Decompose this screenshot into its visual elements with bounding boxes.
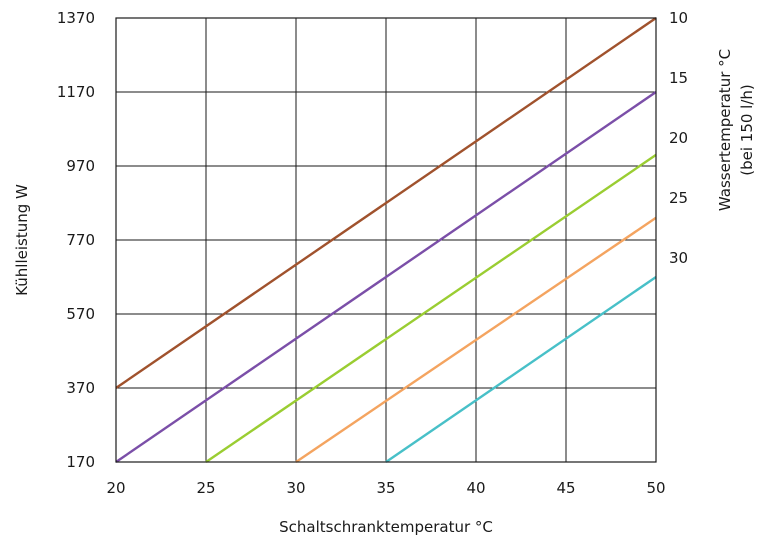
- right-axis-labels: 10 15 20 25 30: [669, 9, 688, 267]
- series-line: [115, 17, 657, 389]
- series-line: [115, 91, 657, 463]
- grid: [115, 17, 657, 463]
- right-axis-title: Wassertemperatur °C: [716, 49, 734, 211]
- y-tick-label: 370: [66, 379, 95, 397]
- x-tick-label: 45: [556, 479, 575, 497]
- water-temp-label: 20: [669, 129, 688, 147]
- x-tick-label: 25: [196, 479, 215, 497]
- y-tick-label: 1170: [57, 83, 95, 101]
- x-tick-label: 20: [106, 479, 125, 497]
- y-tick-label: 570: [66, 305, 95, 323]
- x-tick-labels: 20 25 30 35 40 45 50: [106, 479, 665, 497]
- plot-frame: [115, 17, 657, 463]
- y-tick-label: 170: [66, 453, 95, 471]
- water-temp-label: 15: [669, 69, 688, 87]
- y-tick-label: 970: [66, 157, 95, 175]
- x-axis-title: Schaltschranktemperatur °C: [279, 518, 493, 536]
- series-line: [205, 153, 657, 463]
- series-line: [295, 216, 657, 463]
- series-line: [385, 276, 657, 463]
- x-tick-label: 50: [646, 479, 665, 497]
- y-tick-label: 1370: [57, 9, 95, 27]
- y-tick-labels: 170 370 570 770 970 1170 1370: [57, 9, 95, 471]
- x-tick-label: 30: [286, 479, 305, 497]
- series-lines: [115, 17, 657, 463]
- y-axis-title: Kühlleistung W: [13, 184, 31, 296]
- water-temp-label: 10: [669, 9, 688, 27]
- right-axis-subtitle: (bei 150 l/h): [738, 84, 756, 176]
- x-tick-label: 40: [466, 479, 485, 497]
- water-temp-label: 25: [669, 189, 688, 207]
- y-tick-label: 770: [66, 231, 95, 249]
- x-tick-label: 35: [376, 479, 395, 497]
- water-temp-label: 30: [669, 249, 688, 267]
